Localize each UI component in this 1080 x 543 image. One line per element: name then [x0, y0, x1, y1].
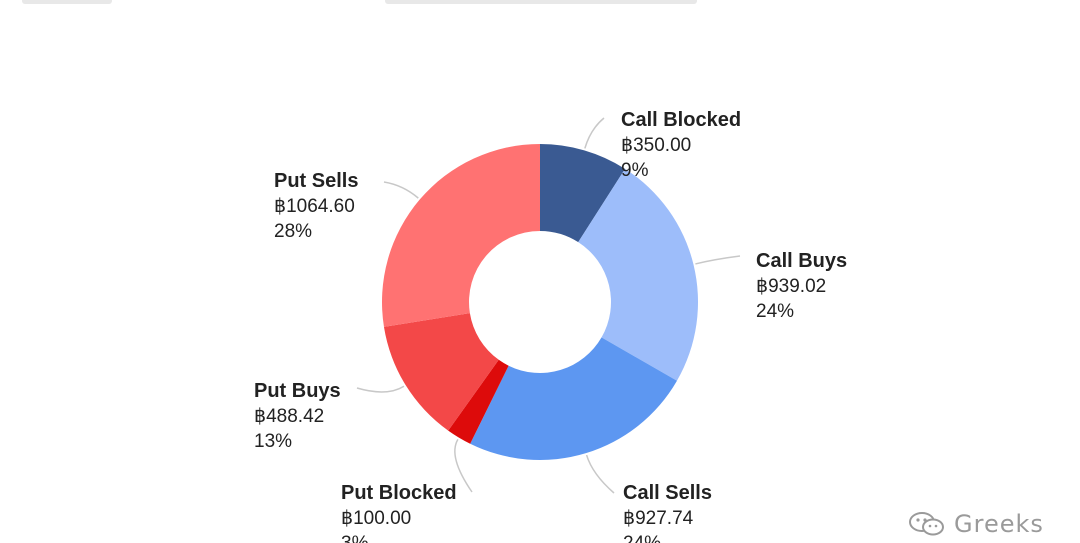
leader-line-call-blocked [584, 117, 605, 149]
label-percent-call-sells: 24% [623, 533, 661, 543]
slice-put-sells [382, 144, 540, 327]
slice-put-blocked [448, 359, 509, 444]
slice-call-sells [470, 337, 677, 461]
label-percent-put-blocked: 3% [341, 533, 369, 543]
label-name-call-blocked: Call Blocked [621, 109, 741, 131]
label-value-call-sells: ฿927.74 [623, 508, 694, 529]
label-value-put-buys: ฿488.42 [254, 406, 324, 427]
cropped-title [385, 0, 697, 4]
label-percent-call-buys: 24% [756, 301, 794, 322]
label-value-call-buys: ฿939.02 [756, 276, 826, 297]
leader-line-put-buys [356, 385, 405, 393]
label-name-put-blocked: Put Blocked [341, 482, 457, 504]
slice-call-buys [578, 168, 698, 381]
slice-labels: Call Blocked ฿350.00 9% Call Buys ฿939.02 24%… [254, 109, 847, 543]
wechat-icon [909, 512, 944, 536]
leader-line-put-sells [383, 181, 419, 199]
slice-put-buys [383, 313, 499, 431]
cropped-logo [22, 0, 112, 4]
label-value-put-blocked: ฿100.00 [341, 508, 411, 529]
donut-slices [382, 144, 698, 461]
leader-lines [356, 117, 741, 494]
slice-call-blocked [540, 144, 626, 243]
label-percent-call-blocked: 9% [621, 160, 649, 181]
label-value-put-sells: ฿1064.60 [274, 196, 355, 217]
label-percent-put-buys: 13% [254, 431, 292, 452]
label-name-put-buys: Put Buys [254, 380, 341, 402]
label-value-call-blocked: ฿350.00 [621, 135, 691, 156]
label-name-call-sells: Call Sells [623, 482, 712, 504]
leader-line-put-blocked [454, 438, 473, 493]
leader-line-call-sells [585, 454, 615, 494]
label-percent-put-sells: 28% [274, 221, 312, 242]
leader-line-call-buys [695, 255, 741, 265]
watermark: Greeks [908, 510, 1044, 538]
label-name-call-buys: Call Buys [756, 250, 847, 272]
label-name-put-sells: Put Sells [274, 170, 358, 192]
watermark-text: Greeks [954, 510, 1044, 538]
